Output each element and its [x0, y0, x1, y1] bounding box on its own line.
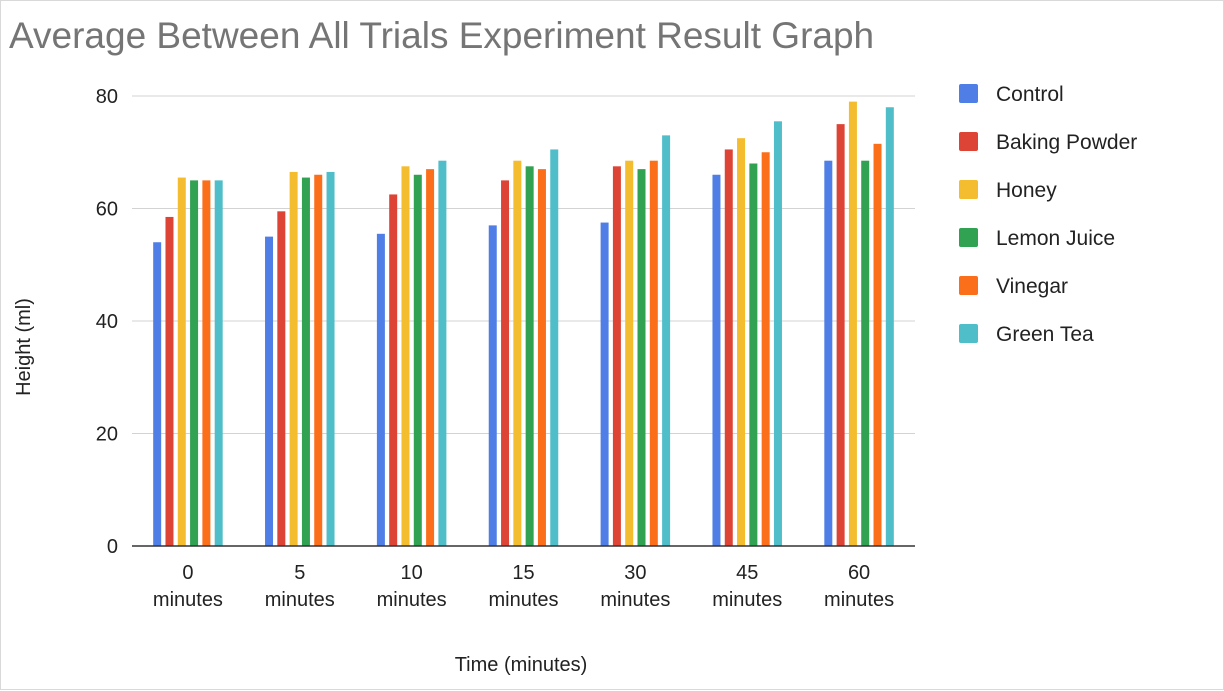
bar — [550, 149, 559, 546]
bar — [836, 124, 845, 546]
bar — [389, 194, 398, 546]
y-axis-title: Height (ml) — [13, 298, 35, 396]
bar — [773, 121, 782, 546]
legend: Control Baking Powder Honey Lemon Juice Vine… — [959, 83, 1137, 346]
bar — [177, 177, 186, 546]
bar — [265, 236, 274, 546]
x-tick-label: 45 — [736, 562, 758, 584]
bar — [761, 152, 770, 546]
x-tick-label: minutes — [153, 589, 223, 611]
bar — [600, 222, 609, 546]
bar — [314, 174, 323, 546]
bar — [824, 160, 833, 546]
chart-title: Average Between All Trials Experiment Re… — [9, 15, 874, 56]
bar — [537, 169, 546, 546]
x-tick-label: 10 — [401, 562, 423, 584]
bar — [861, 160, 870, 546]
bar — [202, 180, 211, 546]
x-tick-label: minutes — [488, 589, 558, 611]
y-tick-label: 40 — [96, 311, 118, 333]
bar — [413, 174, 422, 546]
bar — [326, 171, 335, 546]
x-tick-label: minutes — [377, 589, 447, 611]
bar — [501, 180, 510, 546]
bar — [873, 143, 882, 546]
y-tick-label: 20 — [96, 424, 118, 446]
bar — [525, 166, 534, 546]
bar — [625, 160, 634, 546]
bar — [488, 225, 497, 546]
bar — [513, 160, 522, 546]
bar — [712, 174, 721, 546]
x-tick-label: minutes — [824, 589, 894, 611]
bar — [153, 242, 162, 546]
bar — [401, 166, 410, 546]
bar — [301, 177, 310, 546]
bar — [637, 169, 646, 546]
legend-swatch — [959, 180, 978, 199]
bar — [438, 160, 447, 546]
x-tick-label: minutes — [712, 589, 782, 611]
x-tick-label: 5 — [294, 562, 305, 584]
legend-entry: Control — [996, 83, 1064, 106]
legend-swatch — [959, 84, 978, 103]
bar — [612, 166, 621, 546]
legend-entry: Green Tea — [996, 323, 1094, 346]
x-tick-label: 0 — [182, 562, 193, 584]
bar — [649, 160, 658, 546]
x-tick-label: minutes — [600, 589, 670, 611]
bar — [165, 216, 174, 546]
legend-swatch — [959, 276, 978, 295]
bar — [277, 211, 286, 546]
bar — [289, 171, 298, 546]
y-tick-label: 60 — [96, 199, 118, 221]
legend-swatch — [959, 324, 978, 343]
x-tick-label: minutes — [265, 589, 335, 611]
legend-entry: Baking Powder — [996, 131, 1137, 154]
bar — [885, 107, 894, 546]
axes: 0 20 40 60 80 0 minutes 5 minutes 10 minutes 15 minu… — [96, 86, 915, 611]
bar — [848, 101, 857, 546]
bar — [426, 169, 435, 546]
bar-series — [153, 101, 894, 546]
grid-lines — [132, 95, 915, 434]
y-tick-label: 80 — [96, 86, 118, 108]
bar — [376, 233, 385, 546]
legend-entry: Vinegar — [996, 275, 1068, 298]
x-tick-label: 30 — [624, 562, 646, 584]
bar — [190, 180, 199, 546]
legend-swatch — [959, 228, 978, 247]
legend-swatch — [959, 132, 978, 151]
y-tick-label: 0 — [107, 536, 118, 558]
x-axis-title: Time (minutes) — [455, 654, 588, 676]
legend-entry: Honey — [996, 179, 1057, 202]
x-tick-label: 60 — [848, 562, 870, 584]
legend-entry: Lemon Juice — [996, 227, 1115, 250]
bar — [749, 163, 758, 546]
bar — [662, 135, 671, 546]
x-tick-label: 15 — [512, 562, 534, 584]
bar — [724, 149, 733, 546]
bar — [214, 180, 223, 546]
bar — [737, 138, 746, 546]
